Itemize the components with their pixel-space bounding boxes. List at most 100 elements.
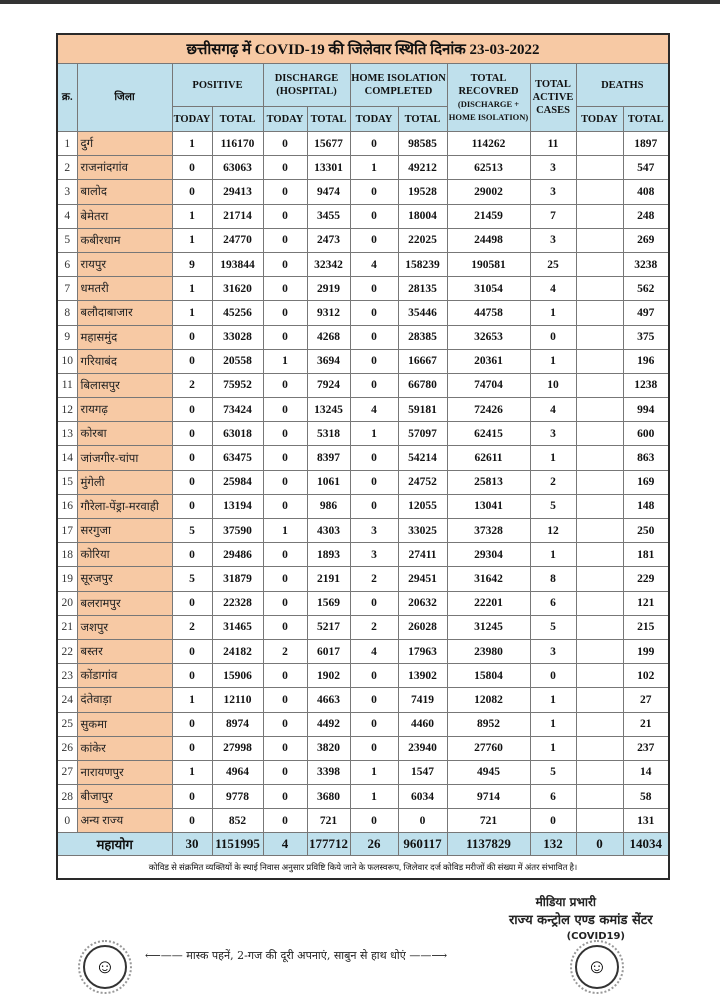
cell-value: 7924 bbox=[306, 372, 351, 399]
top-bar bbox=[0, 0, 720, 4]
row-number: 9 bbox=[56, 324, 78, 350]
cell-value: 408 bbox=[622, 179, 670, 205]
cell-value: 199 bbox=[622, 638, 670, 665]
cell-value: 8974 bbox=[211, 711, 264, 737]
cell-value: 9312 bbox=[306, 300, 351, 326]
district-name: रायगढ़ bbox=[76, 397, 173, 423]
cell-value: 547 bbox=[622, 155, 670, 181]
cell-value: 9 bbox=[171, 251, 213, 278]
cell-value: 1 bbox=[349, 421, 399, 447]
cell-value: 2919 bbox=[306, 276, 351, 302]
cell-value: 121 bbox=[622, 590, 670, 616]
table-row: 18 कोरिया 0 29486 0 1893 3 27411 29304 1 181 bbox=[56, 542, 670, 568]
cell-value: 73424 bbox=[211, 397, 264, 423]
cell-value: 63018 bbox=[211, 421, 264, 447]
cell-value: 0 bbox=[529, 663, 577, 689]
cell-value: 3 bbox=[529, 638, 577, 665]
cell-value: 12110 bbox=[211, 687, 264, 713]
cell-value: 3 bbox=[349, 542, 399, 568]
cell-value: 26028 bbox=[397, 614, 448, 640]
cell-value: 21 bbox=[622, 711, 670, 737]
row-number: 1 bbox=[56, 130, 78, 157]
cell-value: 497 bbox=[622, 300, 670, 326]
cell-value: 13301 bbox=[306, 155, 351, 181]
cell-value: 0 bbox=[262, 155, 308, 181]
cell-value: 1547 bbox=[397, 759, 448, 786]
district-name: गरियाबंद bbox=[76, 348, 173, 374]
row-number: 25 bbox=[56, 711, 78, 737]
total-value: 960117 bbox=[397, 832, 448, 857]
cell-value: 169 bbox=[622, 469, 670, 495]
cell-value: 63475 bbox=[211, 445, 264, 471]
cell-value: 0 bbox=[262, 372, 308, 399]
cell-value: 229 bbox=[622, 566, 670, 592]
cell-value bbox=[575, 687, 624, 713]
cell-value: 3820 bbox=[306, 735, 351, 761]
cell-value: 1 bbox=[529, 687, 577, 713]
table-row: 25 सुकमा 0 8974 0 4492 0 4460 8952 1 21 bbox=[56, 711, 670, 737]
cell-value: 721 bbox=[446, 808, 531, 834]
row-number: 23 bbox=[56, 663, 78, 689]
cell-value: 62611 bbox=[446, 445, 531, 471]
cell-value: 0 bbox=[262, 542, 308, 568]
cell-value: 27998 bbox=[211, 735, 264, 761]
cell-value: 0 bbox=[349, 808, 399, 834]
cell-value: 0 bbox=[262, 130, 308, 157]
cell-value: 0 bbox=[349, 590, 399, 616]
row-number: 26 bbox=[56, 735, 78, 761]
row-number: 14 bbox=[56, 445, 78, 471]
total-value: 26 bbox=[349, 832, 399, 857]
district-name: रायपुर bbox=[76, 251, 173, 278]
cell-value: 0 bbox=[171, 445, 213, 471]
row-number: 11 bbox=[56, 372, 78, 399]
cell-value: 1 bbox=[171, 203, 213, 229]
signature-block: मीडिया प्रभारी राज्य कन्ट्रोल एण्ड कमांड… bbox=[507, 893, 653, 942]
cell-value: 66780 bbox=[397, 372, 448, 399]
cell-value: 4945 bbox=[446, 759, 531, 786]
cell-value: 32342 bbox=[306, 251, 351, 278]
cell-value: 0 bbox=[349, 445, 399, 471]
cell-value: 31620 bbox=[211, 276, 264, 302]
row-number: 28 bbox=[56, 784, 78, 810]
cell-value: 375 bbox=[622, 324, 670, 350]
sub-total: TOTAL bbox=[622, 106, 670, 132]
cell-value: 17963 bbox=[397, 638, 448, 665]
cell-value: 1 bbox=[171, 276, 213, 302]
header-district: जिला bbox=[76, 63, 173, 132]
table-row: 8 बलौदाबाजार 1 45256 0 9312 0 35446 44758 1 497 bbox=[56, 300, 670, 326]
cell-value: 21459 bbox=[446, 203, 531, 229]
sub-total: TOTAL bbox=[397, 106, 448, 132]
cell-value: 27 bbox=[622, 687, 670, 713]
cell-value: 0 bbox=[171, 784, 213, 810]
row-number: 21 bbox=[56, 614, 78, 640]
cell-value: 23940 bbox=[397, 735, 448, 761]
district-name: राजनांदगांव bbox=[76, 155, 173, 181]
cell-value: 58 bbox=[622, 784, 670, 810]
row-number: 7 bbox=[56, 276, 78, 302]
cell-value: 2 bbox=[349, 614, 399, 640]
cell-value: 181 bbox=[622, 542, 670, 568]
cell-value: 35446 bbox=[397, 300, 448, 326]
cell-value: 131 bbox=[622, 808, 670, 834]
row-number: 22 bbox=[56, 638, 78, 665]
sub-today: TODAY bbox=[171, 106, 213, 132]
cell-value: 33028 bbox=[211, 324, 264, 350]
sub-today: TODAY bbox=[575, 106, 624, 132]
district-name: बलौदाबाजार bbox=[76, 300, 173, 326]
district-name: बलरामपुर bbox=[76, 590, 173, 616]
cell-value: 11 bbox=[529, 130, 577, 157]
cell-value: 4303 bbox=[306, 517, 351, 544]
district-name: दंतेवाड़ा bbox=[76, 687, 173, 713]
cell-value: 0 bbox=[262, 493, 308, 520]
district-name: दुर्ग bbox=[76, 130, 173, 157]
cell-value: 3 bbox=[529, 179, 577, 205]
row-number: 3 bbox=[56, 179, 78, 205]
cell-value bbox=[575, 155, 624, 181]
cell-value: 1569 bbox=[306, 590, 351, 616]
row-number: 6 bbox=[56, 251, 78, 278]
total-value: 1137829 bbox=[446, 832, 531, 857]
total-row: महायोग 30 1151995 4 177712 26 960117 1137829 13… bbox=[56, 832, 670, 857]
cell-value: 45256 bbox=[211, 300, 264, 326]
cell-value: 5 bbox=[529, 614, 577, 640]
cell-value: 2191 bbox=[306, 566, 351, 592]
